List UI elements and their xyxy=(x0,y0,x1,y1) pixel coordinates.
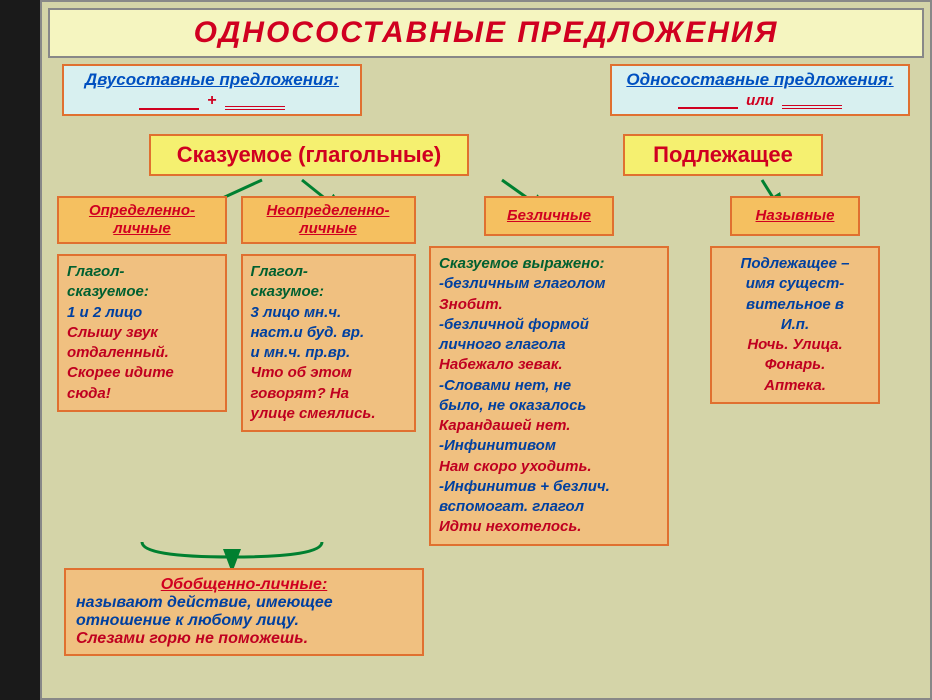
d1-l6: Скорее идите xyxy=(67,363,217,383)
type-impersonal: Безличные xyxy=(484,196,614,236)
d3-l14: Идти нехотелось. xyxy=(439,517,659,537)
dark-sidebar xyxy=(0,0,40,700)
desc-impersonal: Сказуемое выражено: -безличным глаголом … xyxy=(429,246,669,546)
d2-l5: и мн.ч. пр.вр. xyxy=(251,343,406,363)
gen-title: Обобщенно-личные: xyxy=(76,576,412,594)
d4-l7: Аптека. xyxy=(720,376,870,396)
type-nominal: Назывные xyxy=(730,196,860,236)
d3-l1: Сказуемое выражено: xyxy=(439,254,659,274)
column-4: Назывные Подлежащее – имя сущест- витель… xyxy=(680,196,910,546)
type4-label: Назывные xyxy=(756,207,835,225)
d1-l3: 1 и 2 лицо xyxy=(67,303,217,323)
d4-l2: имя сущест- xyxy=(720,274,870,294)
d3-l4: -безличной формой xyxy=(439,315,659,335)
top-box-right: Односоставные предложения: или xyxy=(610,64,910,116)
main-title: ОДНОСОСТАВНЫЕ ПРЕДЛОЖЕНИЯ xyxy=(194,16,779,49)
d3-l11: Нам скоро уходить. xyxy=(439,457,659,477)
d2-l7: говорят? На xyxy=(251,384,406,404)
d2-l3: 3 лицо мн.ч. xyxy=(251,303,406,323)
top-left-title: Двусоставные предложения: xyxy=(78,70,346,90)
d2-l4: наст.и буд. вр. xyxy=(251,323,406,343)
top-right-title: Односоставные предложения: xyxy=(626,70,894,90)
d3-l6: Набежало зевак. xyxy=(439,355,659,375)
underline-left: + xyxy=(78,92,346,110)
d4-l5: Ночь. Улица. xyxy=(720,335,870,355)
plus-sign: + xyxy=(207,92,216,110)
type2-label: Неопределенно- личные xyxy=(267,202,390,238)
underline-right: или xyxy=(626,92,894,109)
d1-l2: сказуемое: xyxy=(67,282,217,302)
d4-l3: вительное в xyxy=(720,295,870,315)
type3-label: Безличные xyxy=(507,207,591,225)
subject-label: Подлежащее xyxy=(653,142,793,167)
type-indefinite: Неопределенно- личные xyxy=(241,196,416,244)
d1-l4: Слышу звук xyxy=(67,323,217,343)
d2-l2: сказумое: xyxy=(251,282,406,302)
d3-l8: было, не оказалось xyxy=(439,396,659,416)
level2-row: Сказуемое (глагольные) Подлежащее xyxy=(42,134,930,176)
d1-l5: отдаленный. xyxy=(67,343,217,363)
column-1: Определенно- личные Глагол- сказуемое: 1… xyxy=(52,196,232,546)
column-3: Безличные Сказуемое выражено: -безличным… xyxy=(424,196,674,546)
top-row: Двусоставные предложения: + Односоставны… xyxy=(42,64,930,116)
gen-l1: называют действие, имеющее xyxy=(76,594,412,612)
d1-l7: сюда! xyxy=(67,384,217,404)
d3-l3: Знобит. xyxy=(439,295,659,315)
top-box-left: Двусоставные предложения: + xyxy=(62,64,362,116)
type1-label: Определенно- личные xyxy=(89,202,195,238)
d3-l10: -Инфинитивом xyxy=(439,436,659,456)
d4-l6: Фонарь. xyxy=(720,355,870,375)
desc-definite: Глагол- сказуемое: 1 и 2 лицо Слышу звук… xyxy=(57,254,227,412)
predicate-line-r xyxy=(782,92,842,109)
d3-l7: -Словами нет, не xyxy=(439,376,659,396)
predicate-line xyxy=(225,92,285,110)
type-definite: Определенно- личные xyxy=(57,196,227,244)
or-text: или xyxy=(746,92,774,109)
column-2: Неопределенно- личные Глагол- сказумое: … xyxy=(238,196,418,546)
d2-l8: улице смеялись. xyxy=(251,404,406,424)
predicate-label: Сказуемое (глагольные) xyxy=(177,142,442,167)
d3-l2: -безличным глаголом xyxy=(439,274,659,294)
main-panel: ОДНОСОСТАВНЫЕ ПРЕДЛОЖЕНИЯ Двусоставные п… xyxy=(40,0,932,700)
grid-area: Определенно- личные Глагол- сказуемое: 1… xyxy=(42,196,930,546)
predicate-box: Сказуемое (глагольные) xyxy=(149,134,469,176)
d2-l6: Что об этом xyxy=(251,363,406,383)
d4-l1: Подлежащее – xyxy=(720,254,870,274)
d2-l1: Глагол- xyxy=(251,262,406,282)
d4-l4: И.п. xyxy=(720,315,870,335)
title-banner: ОДНОСОСТАВНЫЕ ПРЕДЛОЖЕНИЯ xyxy=(48,8,924,58)
d3-l9: Карандашей нет. xyxy=(439,416,659,436)
d1-l1: Глагол- xyxy=(67,262,217,282)
desc-nominal: Подлежащее – имя сущест- вительное в И.п… xyxy=(710,246,880,404)
generalized-box: Обобщенно-личные: называют действие, име… xyxy=(64,568,424,656)
desc-indefinite: Глагол- сказумое: 3 лицо мн.ч. наст.и бу… xyxy=(241,254,416,432)
d3-l12: -Инфинитив + безлич. xyxy=(439,477,659,497)
d3-l13: вспомогат. глагол xyxy=(439,497,659,517)
gen-l2: отношение к любому лицу. xyxy=(76,612,412,630)
subject-line xyxy=(139,92,199,110)
gen-l3: Слезами горю не поможешь. xyxy=(76,630,412,648)
subject-box: Подлежащее xyxy=(623,134,823,176)
d3-l5: личного глагола xyxy=(439,335,659,355)
subject-line-r xyxy=(678,92,738,109)
